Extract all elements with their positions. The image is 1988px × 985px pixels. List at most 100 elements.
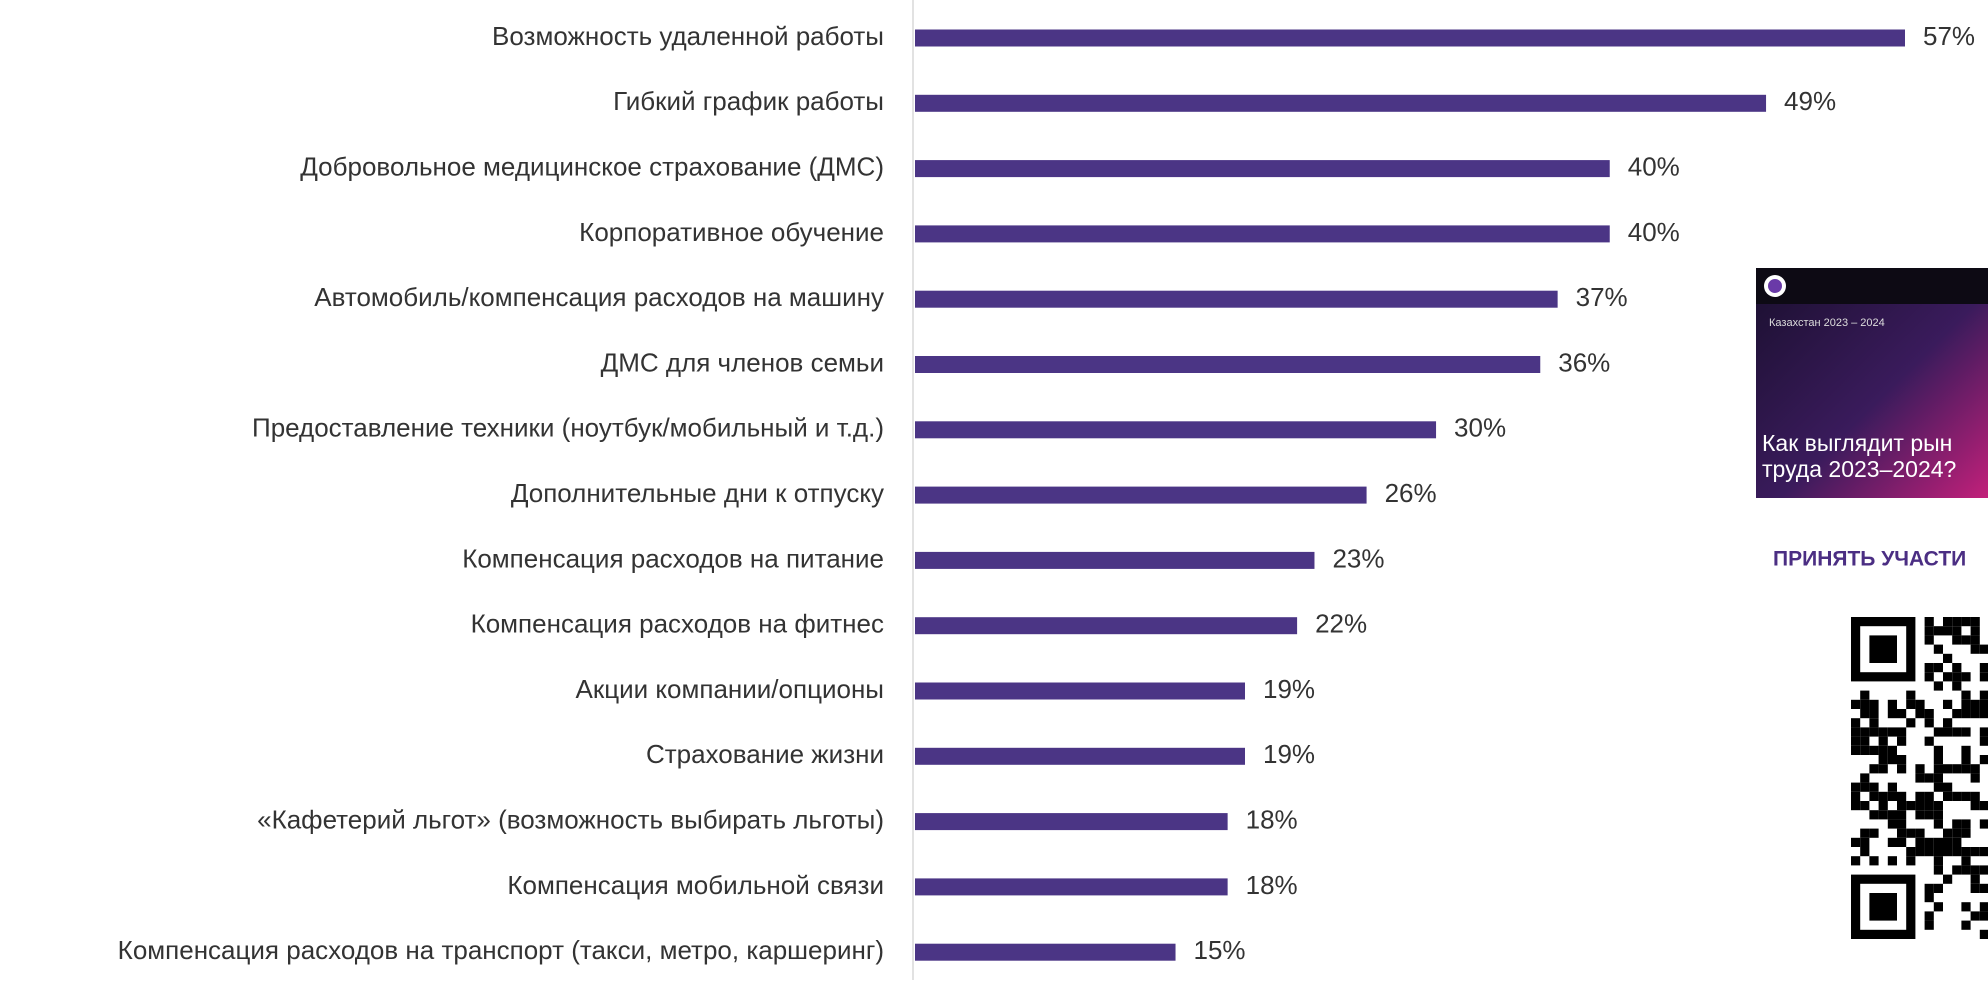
qr-module — [1906, 699, 1916, 709]
category-label: Предоставление техники (ноутбук/мобильны… — [252, 413, 884, 443]
category-label: Компенсация мобильной связи — [507, 870, 884, 900]
qr-module — [1933, 727, 1943, 737]
qr-module — [1979, 883, 1988, 893]
qr-module — [1952, 727, 1962, 737]
qr-module — [1979, 727, 1988, 737]
qr-module — [1878, 810, 1888, 820]
qr-module — [1970, 847, 1980, 857]
qr-module — [1943, 617, 1953, 627]
qr-module — [1970, 801, 1980, 811]
qr-module — [1878, 764, 1888, 774]
qr-module — [1915, 810, 1925, 820]
qr-module — [1906, 801, 1916, 811]
bar — [915, 29, 1905, 47]
qr-module — [1979, 911, 1988, 921]
qr-module — [1915, 764, 1925, 774]
qr-code — [1851, 617, 1988, 939]
qr-module — [1943, 672, 1953, 682]
qr-module — [1961, 819, 1971, 829]
qr-module — [1933, 801, 1943, 811]
bar — [915, 551, 1315, 569]
qr-module — [1906, 828, 1916, 838]
qr-module — [1887, 819, 1897, 829]
qr-module — [1915, 709, 1925, 719]
category-label: Возможность удаленной работы — [492, 21, 884, 51]
value-label: 26% — [1385, 478, 1437, 508]
qr-module — [1897, 755, 1907, 765]
qr-module — [1915, 847, 1925, 857]
qr-module — [1887, 709, 1897, 719]
qr-module — [1979, 902, 1988, 912]
qr-module — [1897, 791, 1907, 801]
qr-module — [1933, 810, 1943, 820]
qr-module — [1869, 699, 1879, 709]
qr-module — [1860, 709, 1870, 719]
qr-finder — [1869, 893, 1897, 921]
qr-module — [1924, 718, 1934, 728]
qr-module — [1970, 883, 1980, 893]
qr-module — [1970, 773, 1980, 783]
qr-module — [1924, 801, 1934, 811]
qr-module — [1915, 773, 1925, 783]
qr-module — [1961, 856, 1971, 866]
qr-module — [1924, 893, 1934, 903]
qr-module — [1897, 727, 1907, 737]
qr-module — [1943, 653, 1953, 663]
bar — [915, 813, 1228, 831]
promo-cta[interactable]: ПРИНЯТЬ УЧАСТИ — [1773, 548, 1966, 571]
qr-module — [1943, 874, 1953, 884]
qr-module — [1952, 791, 1962, 801]
qr-module — [1924, 911, 1934, 921]
category-label: Компенсация расходов на фитнес — [471, 609, 884, 639]
qr-module — [1869, 727, 1879, 737]
qr-module — [1851, 736, 1861, 746]
qr-module — [1878, 755, 1888, 765]
qr-module — [1970, 911, 1980, 921]
qr-module — [1851, 837, 1861, 847]
qr-module — [1952, 709, 1962, 719]
qr-module — [1878, 736, 1888, 746]
qr-module — [1979, 847, 1988, 857]
bar — [915, 747, 1245, 765]
qr-module — [1851, 718, 1861, 728]
bar — [915, 356, 1541, 373]
qr-module — [1970, 699, 1980, 709]
qr-module — [1897, 709, 1907, 719]
qr-module — [1860, 801, 1870, 811]
qr-module — [1897, 810, 1907, 820]
qr-module — [1869, 764, 1879, 774]
qr-module — [1933, 745, 1943, 755]
qr-module — [1878, 801, 1888, 811]
qr-module — [1979, 819, 1988, 829]
qr-module — [1869, 810, 1879, 820]
qr-module — [1952, 681, 1962, 691]
category-label: Акции компании/опционы — [575, 674, 884, 704]
qr-module — [1924, 663, 1934, 673]
promo-headline: труда 2023–2024? — [1762, 456, 1956, 482]
qr-module — [1933, 865, 1943, 875]
qr-module — [1915, 699, 1925, 709]
qr-module — [1924, 635, 1934, 645]
qr-module — [1961, 672, 1971, 682]
qr-module — [1961, 865, 1971, 875]
promo-background — [1756, 268, 1988, 498]
qr-module — [1961, 745, 1971, 755]
qr-module — [1860, 727, 1870, 737]
category-label: Страхование жизни — [646, 739, 884, 769]
qr-module — [1952, 764, 1962, 774]
qr-module — [1851, 791, 1861, 801]
qr-module — [1933, 764, 1943, 774]
qr-module — [1887, 727, 1897, 737]
bar — [915, 943, 1176, 961]
category-label: Добровольное медицинское страхование (ДМ… — [300, 151, 884, 181]
qr-module — [1952, 617, 1962, 627]
qr-module — [1961, 699, 1971, 709]
qr-module — [1887, 856, 1897, 866]
category-label: Компенсация расходов на транспорт (такси… — [118, 935, 884, 965]
qr-module — [1924, 883, 1934, 893]
qr-module — [1979, 644, 1988, 654]
qr-module — [1961, 791, 1971, 801]
qr-module — [1924, 847, 1934, 857]
qr-finder — [1869, 635, 1897, 663]
promo-headline: Как выглядит рын — [1762, 430, 1952, 456]
